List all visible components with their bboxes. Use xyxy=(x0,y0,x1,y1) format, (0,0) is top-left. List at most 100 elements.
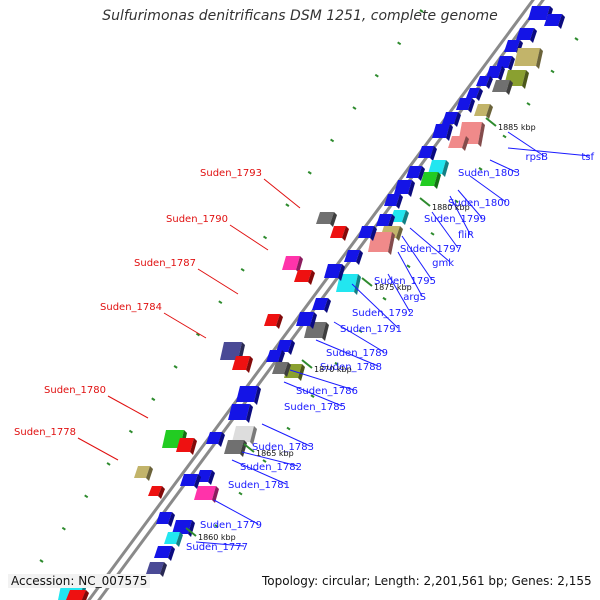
gene-arrow-side xyxy=(434,172,441,189)
gene-arrow-face xyxy=(504,40,520,52)
guide-tick-inner xyxy=(238,491,243,496)
gene-label-left: Suden_1780 xyxy=(44,385,106,396)
gene-arrow-side xyxy=(250,426,257,445)
label-connector xyxy=(489,159,517,173)
label-connector xyxy=(449,195,471,235)
gene-arrow-face xyxy=(296,312,314,326)
gene-arrow-face xyxy=(154,546,172,558)
guide-tick-inner xyxy=(526,102,531,106)
gene-feature xyxy=(294,270,315,285)
gene-arrow-side xyxy=(498,66,505,81)
gene-arrow-face xyxy=(442,112,458,124)
guide-tick-outer xyxy=(106,462,111,466)
guide-tick-outer xyxy=(330,138,335,143)
gene-arrow-face xyxy=(232,426,254,442)
scale-tick xyxy=(419,197,431,207)
guide-tick-outer xyxy=(151,397,156,402)
gene-label-left: Suden_1787 xyxy=(134,258,196,269)
gene-arrow-side xyxy=(342,226,349,241)
guide-tick-outer xyxy=(285,203,290,207)
gene-arrow-face xyxy=(66,590,86,600)
gene-label-right: gmk xyxy=(432,258,454,269)
label-connector xyxy=(387,273,411,313)
gene-feature xyxy=(194,486,219,503)
gene-feature xyxy=(448,136,469,151)
gene-arrow-face xyxy=(176,438,194,452)
gene-arrow-face xyxy=(516,28,534,40)
guide-tick-inner xyxy=(334,361,339,366)
gene-label-right: Suden_1781 xyxy=(228,480,290,491)
gene-arrow-side xyxy=(190,438,197,455)
gene-arrow-face xyxy=(316,212,334,224)
label-connector xyxy=(507,131,545,157)
label-connector xyxy=(163,312,207,339)
gene-arrow-side xyxy=(308,270,315,285)
gene-feature xyxy=(316,212,337,227)
guide-tick-outer xyxy=(39,559,44,563)
gene-arrow-face xyxy=(312,298,328,310)
gene-feature xyxy=(134,466,153,481)
gene-arrow-side xyxy=(388,214,395,229)
gene-feature xyxy=(496,56,515,71)
guide-tick-outer xyxy=(195,332,201,337)
gene-arrow-side xyxy=(160,562,167,577)
gene-arrow-side xyxy=(254,386,261,405)
left-label-group: Suden_1793 Suden_1790 Suden_1787 Suden_1784… xyxy=(14,168,301,461)
gene-feature xyxy=(206,432,225,447)
scale-label: 1880 kbp xyxy=(432,203,470,212)
gene-arrow-face xyxy=(344,250,360,262)
guide-tick-inner xyxy=(574,37,579,41)
gene-label-right: Suden_1799 xyxy=(424,214,486,225)
gene-arrow-side xyxy=(354,274,361,295)
guide-tick-outer xyxy=(352,106,357,110)
gene-arrow-side xyxy=(176,532,183,547)
gene-arrow-side xyxy=(324,298,331,313)
gene-feature xyxy=(312,298,331,313)
gene-arrow-side xyxy=(356,250,363,265)
gene-arrow-side xyxy=(536,48,543,69)
gene-label-right: fliR xyxy=(458,230,474,241)
gene-arrow-side xyxy=(508,56,515,71)
gene-arrow-side xyxy=(402,210,409,225)
gene-label-right: Suden_1788 xyxy=(320,362,382,373)
guide-tick-inner xyxy=(286,426,291,431)
gene-arrow-side xyxy=(218,432,225,447)
scale-tick xyxy=(243,443,255,453)
gene-arrow-face xyxy=(232,356,250,370)
label-connector xyxy=(213,499,259,525)
gene-feature xyxy=(236,386,261,405)
gene-arrow-face xyxy=(358,226,374,238)
gene-feature xyxy=(486,66,505,81)
gene-feature xyxy=(272,362,291,377)
gene-label-right: Suden_1785 xyxy=(284,402,346,413)
gene-arrow-face xyxy=(486,66,502,78)
gene-label-left: Suden_1784 xyxy=(100,302,162,313)
gene-arrow-side xyxy=(462,136,469,151)
gene-label-right: Suden_1782 xyxy=(240,462,302,473)
gene-label-right: Suden_1797 xyxy=(400,244,462,255)
label-connector xyxy=(195,541,245,547)
scale-tick xyxy=(485,117,497,127)
label-connector xyxy=(197,268,239,295)
gene-arrow-face xyxy=(206,432,222,444)
gene-arrow-face xyxy=(228,404,250,420)
gene-arrow-face xyxy=(266,350,282,362)
gene-arrow-side xyxy=(278,350,285,365)
right-label-group: tsf Suden_1803 rpsB Suden_1800 Suden_1799fli… xyxy=(186,131,594,553)
label-connector xyxy=(231,459,287,485)
gene-arrow-side xyxy=(338,264,345,281)
gene-arrow-face xyxy=(384,194,400,206)
gene-arrow-side xyxy=(322,322,329,341)
label-connector xyxy=(469,175,507,203)
gene-label-right: Suden_1789 xyxy=(326,348,388,359)
gene-feature xyxy=(264,314,283,329)
gene-feature xyxy=(164,532,183,547)
gene-feature xyxy=(376,214,395,229)
guide-tick-outer xyxy=(240,267,245,272)
gene-feature xyxy=(544,14,565,29)
guide-tick-inner xyxy=(358,329,363,334)
scale-label: 1870 kbp xyxy=(314,365,352,374)
guide-tick-outer xyxy=(374,73,379,78)
gene-feature xyxy=(176,438,197,455)
